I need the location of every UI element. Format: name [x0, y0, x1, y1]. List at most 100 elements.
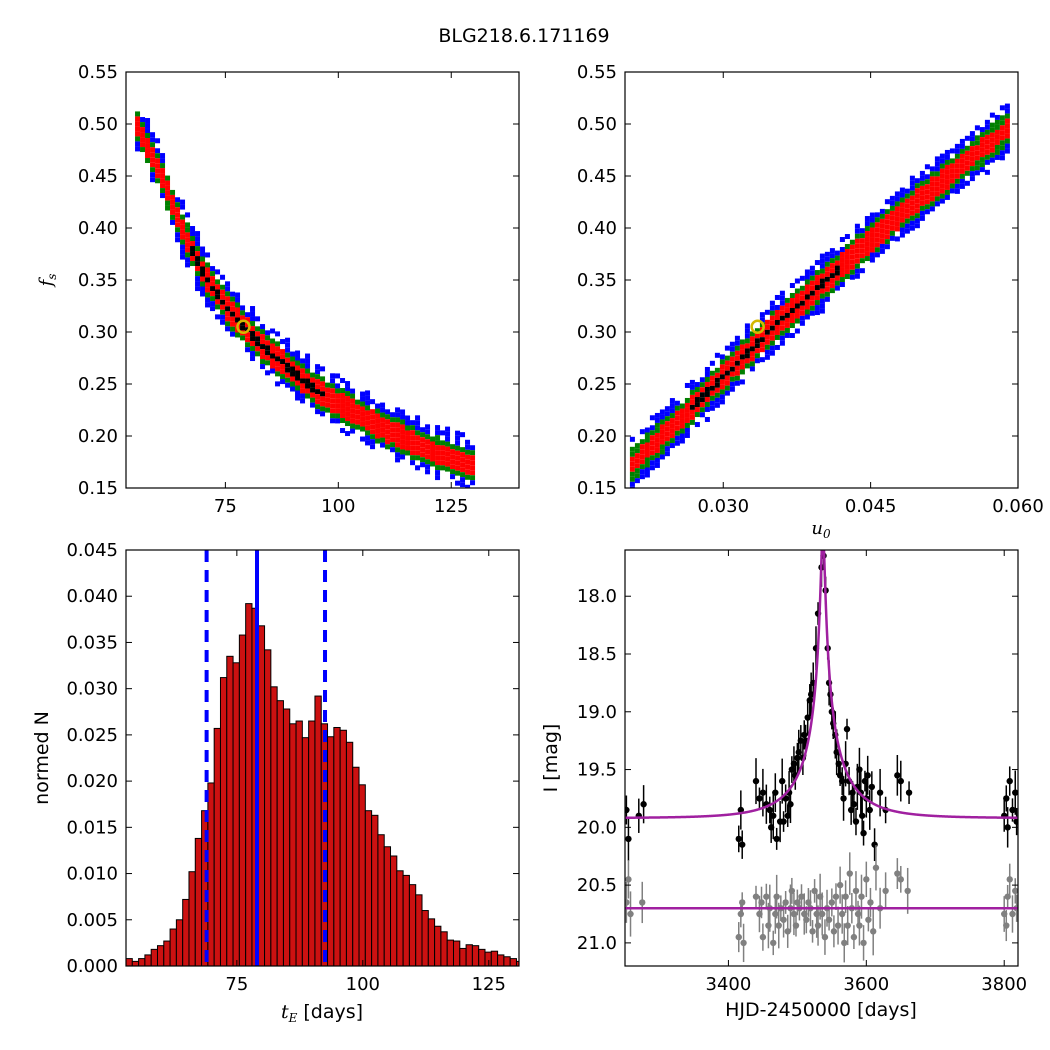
posterior-cell — [365, 430, 371, 436]
posterior-cell — [145, 158, 151, 164]
histogram-bar — [245, 603, 253, 966]
x-axis-label-u0: u0 — [811, 518, 831, 541]
posterior-cell — [764, 339, 770, 345]
posterior-cell — [140, 127, 146, 133]
posterior-cell — [984, 139, 990, 145]
posterior-cell — [774, 319, 780, 325]
fs-vs-tE-heatmap-panel: 75 100 1250.150.200.250.300.350.400.450.50… — [36, 62, 520, 517]
posterior-cell — [914, 208, 920, 214]
posterior-cell — [809, 305, 815, 311]
posterior-cell — [315, 409, 321, 415]
posterior-cell — [909, 210, 915, 216]
x-tick-label: 100 — [321, 496, 355, 517]
histogram-bar — [226, 655, 234, 966]
posterior-cell — [150, 152, 156, 158]
posterior-cell — [165, 200, 171, 206]
posterior-cell — [924, 204, 930, 210]
posterior-cell — [230, 296, 236, 302]
posterior-cell — [669, 443, 675, 449]
posterior-cell — [370, 399, 376, 405]
posterior-cell — [375, 428, 381, 434]
y-tick-label: 19.0 — [577, 702, 617, 723]
posterior-cell — [315, 384, 321, 390]
posterior-cell — [844, 254, 850, 260]
posterior-cell — [360, 421, 366, 427]
posterior-cell — [270, 328, 276, 334]
posterior-cell — [305, 388, 311, 394]
posterior-cell — [654, 447, 660, 453]
posterior-cell — [320, 386, 326, 392]
posterior-cell — [430, 436, 436, 442]
posterior-cell — [939, 198, 945, 204]
posterior-cell — [709, 370, 715, 376]
posterior-cell — [1004, 148, 1010, 154]
posterior-cell — [410, 460, 416, 466]
posterior-cell — [260, 344, 266, 350]
x-tick-label: 75 — [214, 496, 237, 517]
posterior-cell — [325, 387, 331, 393]
posterior-cell — [889, 220, 895, 226]
posterior-cell — [879, 223, 885, 229]
posterior-cell — [829, 253, 835, 259]
posterior-cell — [859, 243, 865, 249]
histogram-bar — [219, 677, 228, 966]
posterior-cell — [814, 260, 820, 266]
posterior-cell — [879, 243, 885, 249]
posterior-cell — [270, 348, 276, 354]
posterior-cell — [175, 232, 181, 238]
posterior-cell — [330, 393, 336, 399]
posterior-cell — [754, 343, 760, 349]
posterior-cell — [669, 418, 675, 424]
y-tick-label: 0.40 — [577, 218, 617, 239]
posterior-cell — [664, 441, 670, 447]
posterior-cell — [699, 402, 705, 408]
posterior-cell — [295, 365, 301, 371]
posterior-cell — [974, 150, 980, 156]
posterior-cell — [180, 244, 186, 250]
posterior-cell — [455, 470, 461, 476]
posterior-cell — [370, 434, 376, 440]
posterior-cell — [250, 316, 256, 322]
posterior-cell — [959, 173, 965, 179]
posterior-cell — [799, 295, 805, 301]
posterior-cell — [804, 299, 810, 305]
posterior-cell — [729, 381, 735, 387]
posterior-cell — [285, 337, 291, 343]
posterior-cell — [904, 228, 910, 234]
posterior-cell — [849, 264, 855, 270]
data-point — [849, 789, 856, 796]
posterior-cell — [370, 429, 376, 435]
posterior-cell — [375, 438, 381, 444]
posterior-cell — [744, 343, 750, 349]
posterior-cell — [305, 363, 311, 369]
posterior-cell — [165, 190, 171, 196]
posterior-cell — [210, 286, 216, 292]
histogram-bar — [314, 695, 322, 966]
posterior-cell — [764, 324, 770, 330]
posterior-cell — [335, 403, 341, 409]
posterior-cell — [450, 444, 456, 450]
posterior-cell — [899, 207, 905, 213]
data-point — [871, 841, 878, 848]
posterior-cell — [789, 282, 795, 288]
posterior-cell — [470, 460, 476, 466]
posterior-cell — [330, 398, 336, 404]
posterior-cell — [819, 298, 825, 304]
posterior-cell — [435, 470, 441, 476]
data-point — [739, 841, 746, 848]
posterior-cell — [699, 407, 705, 413]
histogram-bar — [333, 726, 341, 966]
posterior-cell — [290, 386, 296, 392]
posterior-cell — [395, 422, 401, 428]
posterior-cell — [849, 274, 855, 280]
posterior-cell — [375, 433, 381, 439]
posterior-cell — [939, 153, 945, 159]
posterior-cell — [769, 350, 775, 356]
posterior-cell — [260, 329, 266, 335]
posterior-cell — [629, 471, 635, 477]
posterior-cell — [335, 418, 341, 424]
posterior-cell — [350, 418, 356, 424]
posterior-cell — [989, 132, 995, 138]
